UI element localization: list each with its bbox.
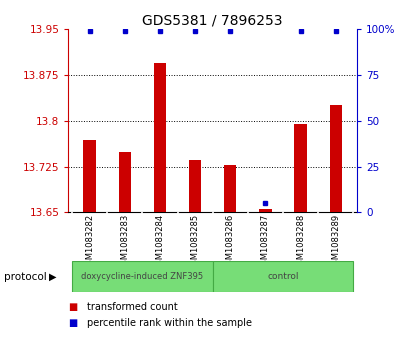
Text: percentile rank within the sample: percentile rank within the sample (87, 318, 252, 328)
Bar (330, 105, 342, 212)
Bar (189, 160, 201, 212)
Text: ■: ■ (68, 318, 78, 328)
Text: GSM1083287: GSM1083287 (261, 214, 270, 270)
Text: protocol: protocol (4, 272, 47, 282)
Bar (72, 261, 213, 292)
Text: doxycycline-induced ZNF395: doxycycline-induced ZNF395 (81, 272, 203, 281)
Text: GSM1083285: GSM1083285 (190, 214, 200, 270)
Text: GSM1083288: GSM1083288 (296, 214, 305, 270)
Text: control: control (267, 272, 299, 281)
Bar (154, 63, 166, 212)
Bar (213, 261, 354, 292)
Bar (83, 140, 96, 212)
Text: transformed count: transformed count (87, 302, 178, 312)
Bar (224, 165, 237, 212)
Text: ▶: ▶ (49, 272, 56, 282)
Bar (259, 209, 271, 212)
Text: ■: ■ (68, 302, 78, 312)
Text: GSM1083282: GSM1083282 (85, 214, 94, 270)
Bar (119, 152, 131, 212)
Text: GSM1083283: GSM1083283 (120, 214, 129, 270)
Text: GSM1083289: GSM1083289 (331, 214, 340, 270)
Text: GSM1083284: GSM1083284 (156, 214, 164, 270)
Bar (295, 124, 307, 212)
Title: GDS5381 / 7896253: GDS5381 / 7896253 (142, 14, 283, 28)
Text: GSM1083286: GSM1083286 (226, 214, 235, 270)
